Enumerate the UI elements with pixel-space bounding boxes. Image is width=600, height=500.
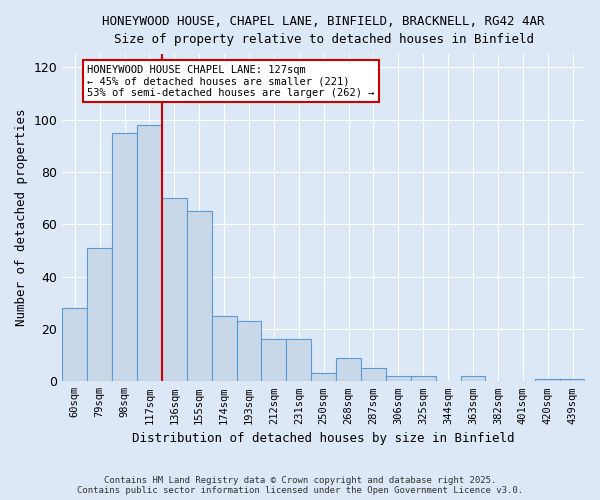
Bar xyxy=(262,340,286,382)
Bar xyxy=(212,316,236,382)
Bar xyxy=(535,378,560,382)
Bar xyxy=(411,376,436,382)
Bar xyxy=(62,308,87,382)
Bar xyxy=(560,378,585,382)
Bar xyxy=(87,248,112,382)
Text: HONEYWOOD HOUSE CHAPEL LANE: 127sqm
← 45% of detached houses are smaller (221)
5: HONEYWOOD HOUSE CHAPEL LANE: 127sqm ← 45… xyxy=(87,64,374,98)
Bar xyxy=(236,321,262,382)
Bar xyxy=(187,211,212,382)
Bar xyxy=(162,198,187,382)
Bar xyxy=(137,125,162,382)
Bar xyxy=(311,374,336,382)
Bar xyxy=(361,368,386,382)
Bar xyxy=(336,358,361,382)
Bar xyxy=(286,340,311,382)
Text: Contains HM Land Registry data © Crown copyright and database right 2025.
Contai: Contains HM Land Registry data © Crown c… xyxy=(77,476,523,495)
Bar xyxy=(386,376,411,382)
Bar xyxy=(461,376,485,382)
Title: HONEYWOOD HOUSE, CHAPEL LANE, BINFIELD, BRACKNELL, RG42 4AR
Size of property rel: HONEYWOOD HOUSE, CHAPEL LANE, BINFIELD, … xyxy=(103,15,545,46)
Bar xyxy=(112,132,137,382)
Y-axis label: Number of detached properties: Number of detached properties xyxy=(15,109,28,326)
X-axis label: Distribution of detached houses by size in Binfield: Distribution of detached houses by size … xyxy=(133,432,515,445)
